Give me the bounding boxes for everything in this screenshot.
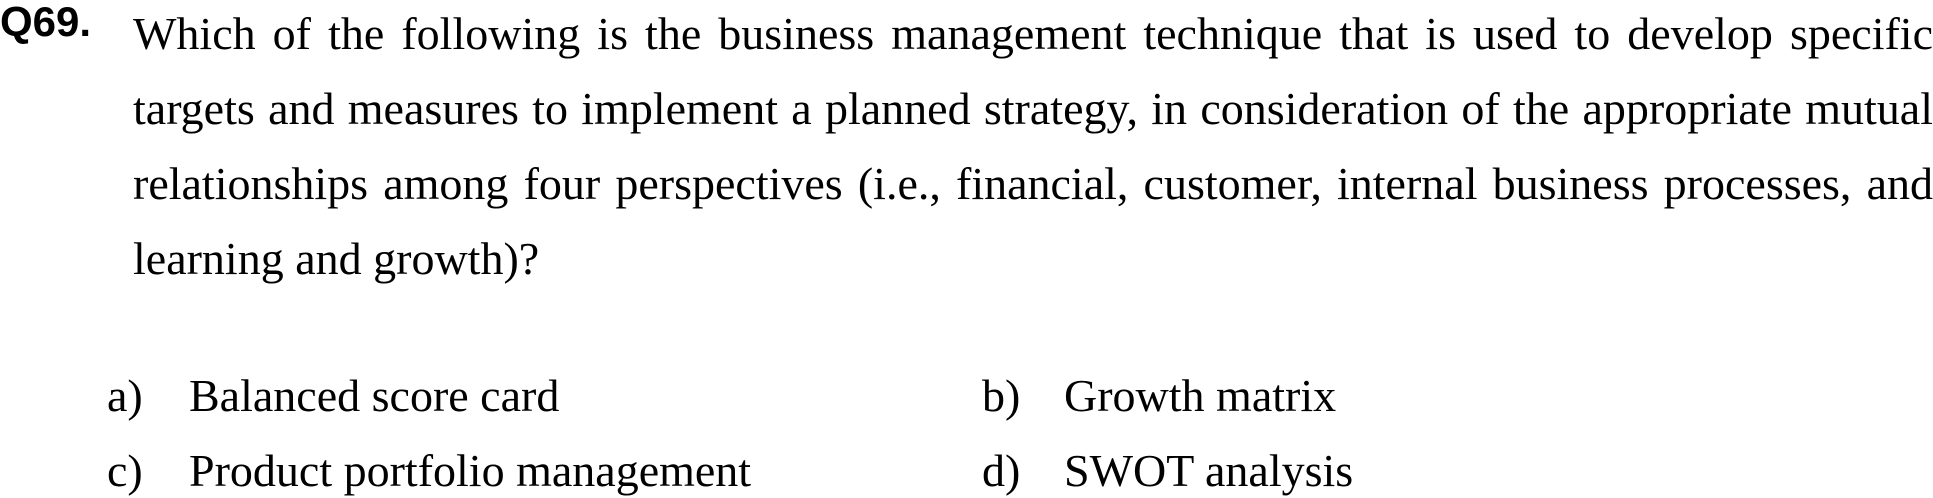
- option-letter: c): [107, 445, 143, 496]
- option-text: Balanced score card: [189, 370, 560, 421]
- question-text: Which of the following is the business m…: [133, 8, 1933, 284]
- option-text: SWOT analysis: [1064, 445, 1354, 496]
- question-number: Q69.: [0, 0, 92, 45]
- option-text: Growth matrix: [1064, 370, 1337, 421]
- option-letter: b): [982, 370, 1021, 421]
- option-text: Product portfolio management: [189, 445, 752, 496]
- option-letter: d): [982, 445, 1021, 496]
- option-letter: a): [107, 370, 143, 421]
